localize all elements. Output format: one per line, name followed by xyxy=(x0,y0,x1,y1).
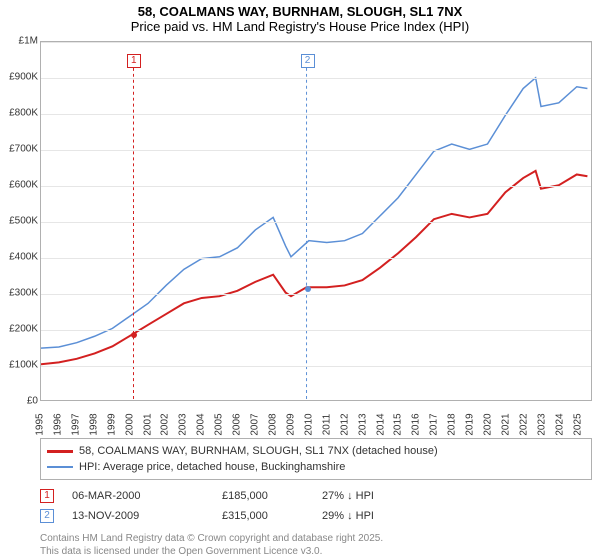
x-axis-label: 2025 xyxy=(572,413,583,435)
title-line-2: Price paid vs. HM Land Registry's House … xyxy=(0,19,600,34)
x-axis-label: 2023 xyxy=(536,413,547,435)
sale-marker-badge: 2 xyxy=(301,54,315,68)
y-axis-label: £900K xyxy=(0,72,38,83)
sale-date: 06-MAR-2000 xyxy=(72,490,222,502)
gridline xyxy=(41,78,591,79)
gridline xyxy=(41,258,591,259)
y-axis-label: £400K xyxy=(0,252,38,263)
x-axis-label: 2018 xyxy=(447,413,458,435)
sale-marker-dot xyxy=(131,332,137,338)
legend-row: HPI: Average price, detached house, Buck… xyxy=(47,459,585,475)
x-axis-label: 2004 xyxy=(196,413,207,435)
x-axis-label: 1996 xyxy=(52,413,63,435)
x-axis-label: 2019 xyxy=(465,413,476,435)
footer-attribution: Contains HM Land Registry data © Crown c… xyxy=(40,532,600,558)
sale-marker-badge: 1 xyxy=(127,54,141,68)
legend-swatch xyxy=(47,450,73,453)
x-axis-label: 2016 xyxy=(411,413,422,435)
sale-diff: 27% ↓ HPI xyxy=(322,490,462,502)
y-axis-label: £600K xyxy=(0,180,38,191)
x-axis-label: 2003 xyxy=(178,413,189,435)
x-axis-label: 2020 xyxy=(483,413,494,435)
chart-lines xyxy=(41,42,591,400)
title-line-1: 58, COALMANS WAY, BURNHAM, SLOUGH, SL1 7… xyxy=(0,4,600,19)
x-axis-label: 1995 xyxy=(35,413,46,435)
gridline xyxy=(41,222,591,223)
chart-title: 58, COALMANS WAY, BURNHAM, SLOUGH, SL1 7… xyxy=(0,0,600,36)
series-line-hpi xyxy=(41,78,587,348)
x-axis-label: 2000 xyxy=(124,413,135,435)
x-axis-label: 2008 xyxy=(267,413,278,435)
sale-price: £185,000 xyxy=(222,490,322,502)
y-axis-label: £200K xyxy=(0,324,38,335)
legend-label: HPI: Average price, detached house, Buck… xyxy=(79,461,345,473)
sale-row: 1 06-MAR-2000£185,00027% ↓ HPI xyxy=(40,486,592,506)
y-axis-label: £300K xyxy=(0,288,38,299)
x-axis-label: 1997 xyxy=(70,413,81,435)
gridline xyxy=(41,42,591,43)
gridline xyxy=(41,366,591,367)
x-axis-label: 2022 xyxy=(518,413,529,435)
x-axis-label: 2015 xyxy=(393,413,404,435)
footer-line-1: Contains HM Land Registry data © Crown c… xyxy=(40,532,600,545)
x-axis-label: 2021 xyxy=(500,413,511,435)
x-axis-label: 2001 xyxy=(142,413,153,435)
legend-label: 58, COALMANS WAY, BURNHAM, SLOUGH, SL1 7… xyxy=(79,445,438,457)
series-line-property xyxy=(41,171,587,364)
gridline xyxy=(41,186,591,187)
legend-row: 58, COALMANS WAY, BURNHAM, SLOUGH, SL1 7… xyxy=(47,443,585,459)
y-axis-label: £0 xyxy=(0,396,38,407)
x-axis-label: 2017 xyxy=(429,413,440,435)
y-axis-label: £700K xyxy=(0,144,38,155)
sale-diff: 29% ↓ HPI xyxy=(322,510,462,522)
gridline xyxy=(41,114,591,115)
sale-row-badge: 1 xyxy=(40,489,54,503)
legend: 58, COALMANS WAY, BURNHAM, SLOUGH, SL1 7… xyxy=(40,438,592,480)
sale-price: £315,000 xyxy=(222,510,322,522)
gridline xyxy=(41,150,591,151)
sales-table: 1 06-MAR-2000£185,00027% ↓ HPI 2 13-NOV-200… xyxy=(40,486,592,526)
x-axis-label: 2011 xyxy=(321,414,332,436)
x-axis-label: 2002 xyxy=(160,413,171,435)
y-axis-label: £100K xyxy=(0,360,38,371)
plot-area: 12 xyxy=(40,41,592,401)
x-axis-label: 2013 xyxy=(357,413,368,435)
sale-marker-dot xyxy=(305,286,311,292)
sale-date: 13-NOV-2009 xyxy=(72,510,222,522)
x-axis-label: 2012 xyxy=(339,413,350,435)
x-axis-label: 1998 xyxy=(88,413,99,435)
legend-swatch xyxy=(47,466,73,468)
sale-row-badge: 2 xyxy=(40,509,54,523)
footer-line-2: This data is licensed under the Open Gov… xyxy=(40,545,600,558)
x-axis-label: 2024 xyxy=(554,413,565,435)
x-axis-label: 2010 xyxy=(303,413,314,435)
y-axis-label: £500K xyxy=(0,216,38,227)
x-axis-label: 2007 xyxy=(250,413,261,435)
gridline xyxy=(41,330,591,331)
x-axis-label: 1999 xyxy=(106,413,117,435)
x-axis-label: 2009 xyxy=(285,413,296,435)
y-axis-label: £800K xyxy=(0,108,38,119)
x-axis-label: 2006 xyxy=(232,413,243,435)
gridline xyxy=(41,294,591,295)
chart-area: 12 £0£100K£200K£300K£400K£500K£600K£700K… xyxy=(0,36,600,438)
sale-row: 2 13-NOV-2009£315,00029% ↓ HPI xyxy=(40,506,592,526)
y-axis-label: £1M xyxy=(0,36,38,47)
x-axis-label: 2005 xyxy=(214,413,225,435)
x-axis-label: 2014 xyxy=(375,413,386,435)
